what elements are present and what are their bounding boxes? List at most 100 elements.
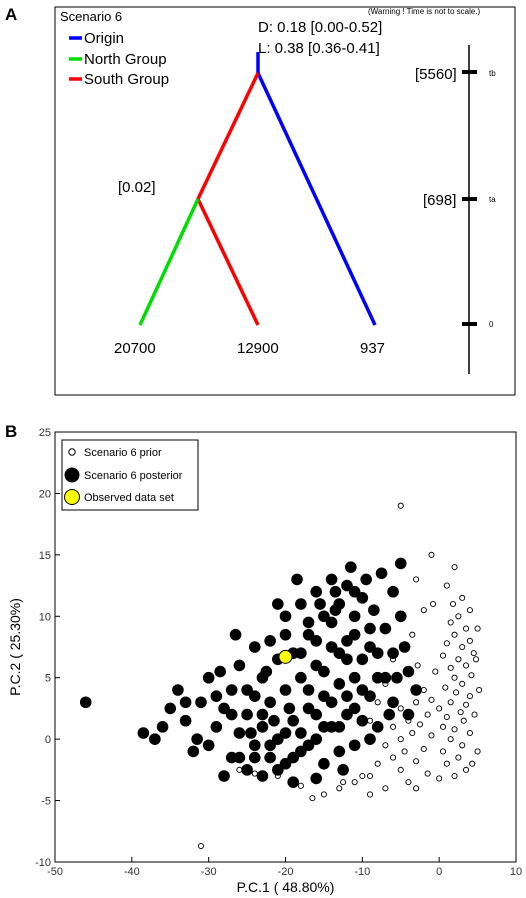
prior-point <box>469 760 476 767</box>
prior-point <box>416 721 424 728</box>
prior-point <box>320 791 327 798</box>
posterior-point <box>287 751 299 764</box>
posterior-point <box>302 684 315 696</box>
posterior-point <box>225 684 238 696</box>
prior-point <box>455 754 462 761</box>
prior-point <box>451 674 458 681</box>
prior-point <box>449 600 457 608</box>
prior-point <box>428 551 435 558</box>
prior-point <box>451 631 458 638</box>
tree-branch-north <box>138 198 200 326</box>
posterior-point <box>329 585 342 598</box>
legend-marker-observed <box>64 489 80 505</box>
posterior-point <box>264 635 276 647</box>
posterior-point <box>348 671 361 684</box>
x-tick-label: 10 <box>510 866 522 878</box>
prior-point <box>463 701 470 708</box>
scenario-legend: Origin North Group South Group <box>69 30 169 88</box>
posterior-point <box>187 745 200 758</box>
scenario-title: Scenario 6 <box>60 9 122 24</box>
posterior-point <box>295 598 307 610</box>
posterior-point <box>314 598 326 610</box>
posterior-point <box>402 665 415 678</box>
posterior-point <box>287 714 299 727</box>
posterior-point <box>379 622 392 635</box>
prior-point <box>459 680 466 687</box>
posterior-point <box>325 573 338 586</box>
x-tick-label: -10 <box>354 866 370 878</box>
prior-point <box>420 607 427 614</box>
legend-marker-prior <box>68 448 76 456</box>
posterior-point <box>356 684 369 696</box>
posterior-point <box>394 610 407 623</box>
posterior-point <box>272 764 284 776</box>
posterior-point <box>248 751 261 764</box>
time-axis: [5560] [698] tb ta 0 <box>415 45 496 374</box>
posterior-point <box>137 727 150 739</box>
prior-point <box>447 736 454 743</box>
prior-point <box>471 711 478 718</box>
prior-point <box>439 652 447 659</box>
panel-a-frame <box>54 6 516 396</box>
posterior-point <box>233 751 246 764</box>
x-tick-label: -20 <box>278 866 294 878</box>
posterior-point <box>248 739 261 752</box>
x-tick-label: -40 <box>124 866 140 878</box>
posterior-point <box>256 721 269 733</box>
posterior-point <box>348 628 361 641</box>
x-axis-label: P.C.1 ( 48.80%) <box>237 879 335 895</box>
prior-point <box>447 699 454 706</box>
prior-point <box>463 625 470 632</box>
prior-point <box>374 760 381 767</box>
prior-point <box>390 723 397 730</box>
prior-point <box>397 705 404 712</box>
posterior-point <box>356 653 369 666</box>
posterior-point <box>310 708 323 721</box>
posterior-point <box>360 573 372 586</box>
prior-point <box>447 664 454 671</box>
prior-point <box>459 594 466 601</box>
prior-point <box>413 576 420 583</box>
pca-plot-frame <box>54 431 517 863</box>
posterior-point <box>291 573 303 586</box>
prior-point <box>466 729 473 737</box>
legend-label-prior: Scenario 6 prior <box>84 447 162 459</box>
time-value-tb: [5560] <box>415 66 457 83</box>
posterior-point <box>391 671 403 684</box>
prior-point <box>447 619 454 626</box>
y-tick-label: 5 <box>45 673 51 685</box>
posterior-point <box>356 714 369 727</box>
prior-point <box>397 766 404 773</box>
y-axis-label: P.C.2 ( 25.30%) <box>7 598 23 696</box>
posterior-point <box>156 721 169 733</box>
prior-point <box>397 502 404 509</box>
prior-point <box>443 713 450 721</box>
prior-point <box>439 723 447 730</box>
posterior-point <box>345 561 357 573</box>
prior-point <box>413 758 420 765</box>
prior-point <box>466 693 473 700</box>
y-tick-label: 10 <box>39 611 51 623</box>
y-tick-label: 20 <box>39 488 51 500</box>
posterior-point <box>229 628 242 641</box>
posterior-point <box>214 665 226 678</box>
prior-point <box>382 742 389 749</box>
prior-point <box>366 772 374 780</box>
posterior-point <box>329 604 342 616</box>
leaf-size-origin: 937 <box>360 340 385 357</box>
prior-point <box>457 709 464 716</box>
posterior-point <box>318 721 330 733</box>
leaf-size-north: 20700 <box>114 340 156 357</box>
y-tick-label: 15 <box>39 550 51 562</box>
posterior-point <box>264 739 276 752</box>
posterior-point <box>248 641 261 653</box>
prior-point <box>414 662 421 669</box>
prior-point <box>251 770 258 777</box>
prior-point <box>455 656 462 663</box>
posterior-point <box>287 776 299 788</box>
prior-point <box>236 766 243 773</box>
prior-point <box>476 686 483 694</box>
posterior-point <box>256 770 269 782</box>
